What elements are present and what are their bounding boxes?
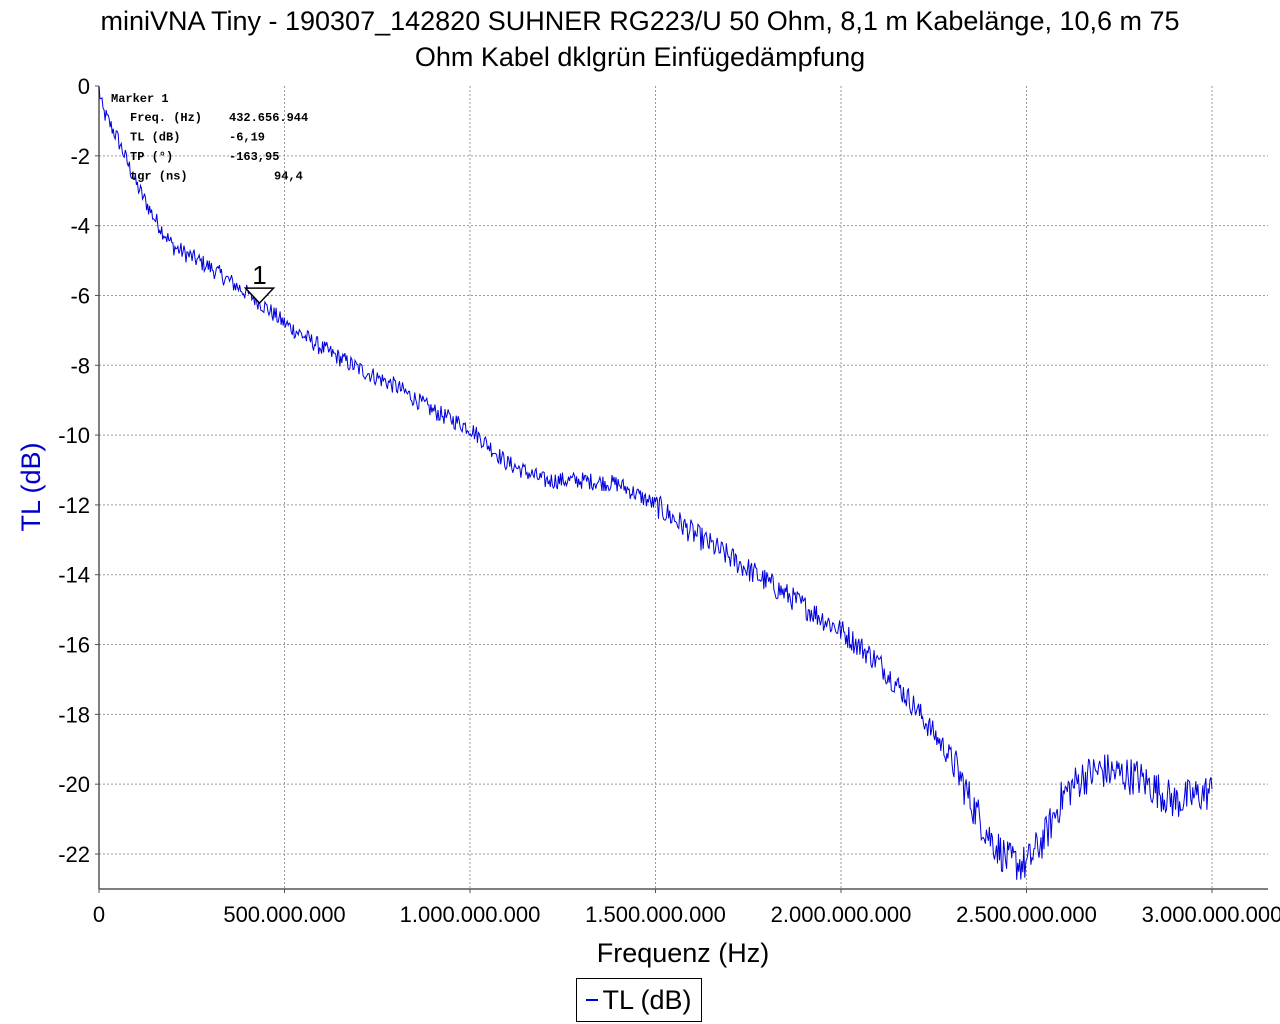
y-tick-label: -14 — [58, 563, 90, 588]
x-axis-ticks: 0 500.000.000 1.000.000.000 1.500.000.000 2.… — [93, 889, 1280, 927]
x-tick-label: 500.000.000 — [223, 902, 345, 927]
legend: TL (dB) — [576, 978, 702, 1022]
x-tick-label: 1.000.000.000 — [400, 902, 541, 927]
marker-info-value: 94,4 — [274, 170, 303, 184]
marker-group: 1 Marker 1 Freq. (Hz) 432.656.944 TL (dB) -6,… — [111, 92, 308, 305]
chart-title-line-1: miniVNA Tiny - 190307_142820 SUHNER RG22… — [100, 6, 1180, 36]
marker-info-value: -163,95 — [229, 150, 279, 164]
marker-info-name: Freq. (Hz) — [130, 111, 202, 125]
chart-title-line-2: Ohm Kabel dklgrün Einfügedämpfung — [414, 42, 866, 72]
y-tick-label: 0 — [78, 74, 90, 99]
series-line — [98, 86, 1213, 880]
marker-info-name: TP (°) — [130, 150, 173, 164]
chart-canvas: 0 500.000.000 1.000.000.000 1.500.000.000 2.… — [16, 74, 1280, 968]
y-tick-label: -8 — [70, 353, 90, 378]
y-axis-label: TL (dB) — [16, 442, 46, 531]
legend-label: TL (dB) — [602, 984, 692, 1015]
marker-info-box: Marker 1 Freq. (Hz) 432.656.944 TL (dB) -6,1… — [111, 92, 308, 184]
y-tick-label: -18 — [58, 702, 90, 727]
y-tick-label: -10 — [58, 423, 90, 448]
grid-lines — [99, 86, 1268, 889]
marker-info-name: tgr (ns) — [130, 170, 188, 184]
y-tick-label: -22 — [58, 842, 90, 867]
marker-info-title: Marker 1 — [111, 92, 169, 106]
x-tick-label: 2.000.000.000 — [771, 902, 912, 927]
y-tick-label: -12 — [58, 493, 90, 518]
marker-triangle — [243, 287, 276, 305]
x-tick-label: 0 — [93, 902, 105, 927]
y-tick-label: -6 — [70, 283, 90, 308]
marker-info-value: -6,19 — [229, 131, 265, 145]
series-group — [98, 86, 1213, 880]
y-tick-label: -2 — [70, 144, 90, 169]
legend-swatch — [586, 999, 599, 1001]
y-axis-ticks: 0 -2 -4 -6 -8 -10 -12 -14 -16 -18 -20 -22 — [58, 74, 99, 867]
y-tick-label: -4 — [70, 214, 90, 239]
marker-info-name: TL (dB) — [130, 131, 180, 145]
y-tick-label: -16 — [58, 633, 90, 658]
x-tick-label: 3.000.000.000 — [1142, 902, 1280, 927]
marker-info-value: 432.656.944 — [229, 111, 308, 125]
x-axis-label: Frequenz (Hz) — [597, 938, 770, 968]
marker-number: 1 — [252, 260, 266, 290]
axes — [98, 86, 1268, 890]
x-tick-label: 2.500.000.000 — [956, 902, 1097, 927]
y-tick-label: -20 — [58, 772, 90, 797]
x-tick-label: 1.500.000.000 — [585, 902, 726, 927]
